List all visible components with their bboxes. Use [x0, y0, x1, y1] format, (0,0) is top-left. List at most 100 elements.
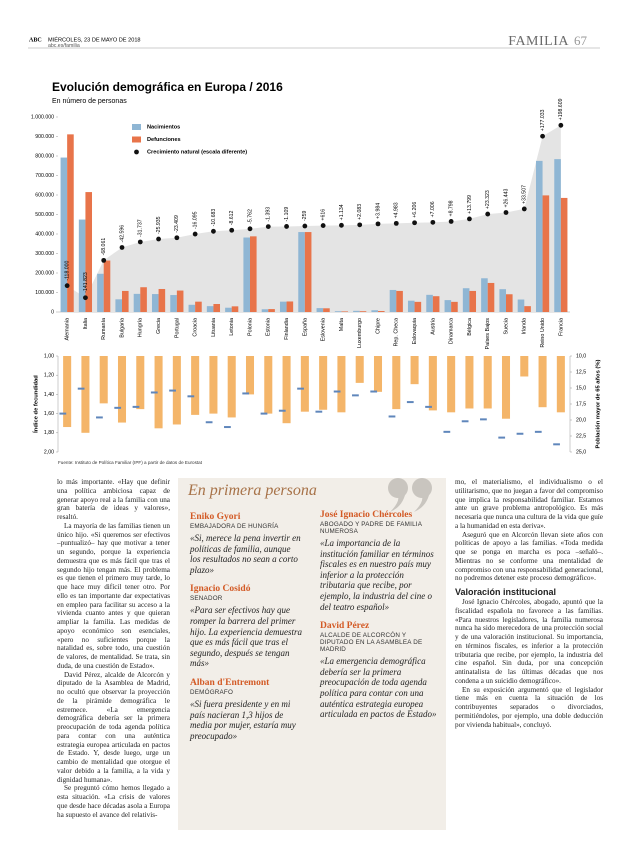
- y-tick-label: 600.000: [35, 192, 54, 198]
- bar: [67, 134, 74, 312]
- paragraph: Se preguntó cómo hemos llegado a esta si…: [57, 784, 170, 819]
- x-tick-label: Irlanda: [522, 318, 528, 334]
- y-tick-label: 800.000: [35, 153, 54, 159]
- bar: [60, 157, 68, 312]
- bar: [206, 306, 214, 312]
- value-label: +2.083: [357, 204, 363, 220]
- y-tick-label: 500.000: [35, 212, 54, 218]
- growth-dot: [521, 206, 527, 212]
- x-tick-label: Eslovenia: [321, 318, 327, 341]
- quote-mark: [388, 478, 432, 512]
- bar: [133, 293, 141, 312]
- quote-name: Alban d'Entremont: [190, 677, 270, 688]
- paragraph: lo más importante. «Hay que definir una …: [57, 478, 170, 521]
- quote-role: ABOGADO Y PADRE DE FAMILIA NUMEROSA: [320, 521, 422, 535]
- bar: [117, 356, 127, 423]
- y-tick-label: 400.000: [35, 231, 54, 237]
- y2-tick-label: 12,5: [576, 369, 586, 375]
- x-tick-label: Croacia: [193, 318, 199, 337]
- page-number: 67: [574, 33, 588, 48]
- y2-tick-label: 15,0: [576, 385, 586, 391]
- growth-dot: [302, 223, 308, 229]
- x-tick-label: Lituania: [211, 318, 217, 337]
- bar: [501, 356, 511, 419]
- quote-name: David Pérez: [320, 621, 370, 632]
- bar: [286, 301, 294, 312]
- bar: [99, 356, 108, 404]
- legend-label: Nacimientos: [147, 124, 180, 130]
- bar: [268, 309, 275, 312]
- growth-dot: [485, 211, 491, 217]
- value-label: -118.000: [65, 260, 71, 280]
- x-tick-label: Suecia: [503, 318, 509, 334]
- quote-text: «La importancia de la institución famili…: [320, 538, 434, 612]
- y-axis-title: Índice de fecundidad: [32, 375, 40, 433]
- y-tick-label: 200.000: [35, 270, 54, 276]
- growth-dot: [101, 257, 107, 263]
- bar: [136, 356, 145, 410]
- bar: [172, 356, 181, 425]
- bar: [209, 356, 218, 414]
- x-tick-label: Rep. Checa: [394, 318, 400, 346]
- value-label: +177.033: [540, 109, 546, 131]
- x-tick-label: Eslovaquia: [412, 318, 418, 344]
- bar: [213, 304, 221, 312]
- bar: [81, 356, 90, 433]
- quote-role: DEMÓGRAFO: [190, 688, 234, 696]
- quote-text: «La emergencia demográfica debería ser l…: [320, 656, 437, 720]
- growth-dot: [393, 220, 399, 226]
- bar: [359, 311, 367, 312]
- value-label: -16.095: [193, 211, 199, 229]
- y-tick-label: 0: [51, 309, 54, 315]
- bar: [560, 197, 568, 312]
- bar: [115, 299, 122, 312]
- quote: Ignacio Cosidó SENADOR «Para ser efectivos…: [190, 584, 302, 669]
- legend-swatch: [132, 124, 141, 130]
- value-label: -42.596: [119, 225, 125, 243]
- bar: [451, 301, 458, 312]
- y2-tick-label: 25,0: [576, 449, 586, 455]
- chart-subtitle: En número de personas: [52, 98, 127, 105]
- paragraph: En su exposición argumentó que el legisl…: [455, 685, 603, 729]
- bar: [428, 356, 437, 411]
- paragraph: José Ignacio Chércoles, abogado, apuntó …: [455, 598, 603, 685]
- bar: [535, 160, 543, 312]
- x-tick-label: Chipre: [375, 318, 381, 334]
- bar: [373, 356, 383, 392]
- value-label: +26.443: [503, 188, 509, 207]
- growth-dot: [375, 221, 381, 227]
- value-label: +6.206: [412, 202, 418, 218]
- y2-axis-title: Población mayor de 65 años (%): [596, 359, 602, 448]
- bar: [392, 356, 401, 410]
- value-label: -259: [302, 211, 308, 221]
- legend-swatch: [132, 136, 141, 143]
- value-label: -10.683: [211, 209, 217, 227]
- bar: [103, 260, 111, 312]
- bar: [341, 311, 349, 312]
- value-label: -1.109: [284, 207, 290, 222]
- section: FAMILIA: [508, 34, 569, 49]
- paragraph: mo, el materialismo, el individualismo o…: [455, 478, 603, 530]
- bar: [85, 192, 93, 312]
- y2-tick-label: 22,5: [576, 433, 586, 439]
- bar: [334, 311, 342, 312]
- quote-column: Eniko Gyori EMBAJADORA DE HUNGRÍA «Si, mer…: [190, 512, 302, 750]
- growth-dot: [558, 122, 564, 128]
- bar: [154, 356, 163, 429]
- growth-dot: [247, 226, 253, 232]
- paragraph: La mayoría de las familias tienen un úni…: [57, 521, 170, 670]
- box-title: En primera persona: [188, 482, 317, 499]
- bar: [97, 273, 104, 312]
- x-tick-label: Luxemburgo: [357, 318, 363, 348]
- value-label: +8.798: [449, 200, 455, 216]
- chart: ABC MIÉRCOLES, 23 DE MAYO DE 2018 abc.es…: [28, 33, 602, 465]
- x-tick-label: Reino Unido: [540, 318, 546, 348]
- url: abc.es/familia: [48, 43, 80, 49]
- bar: [520, 356, 529, 377]
- growth-dot: [265, 224, 271, 230]
- growth-dot: [83, 295, 88, 301]
- growth-dot: [448, 219, 454, 224]
- growth-dot: [320, 223, 326, 228]
- value-label: +1.134: [339, 204, 345, 220]
